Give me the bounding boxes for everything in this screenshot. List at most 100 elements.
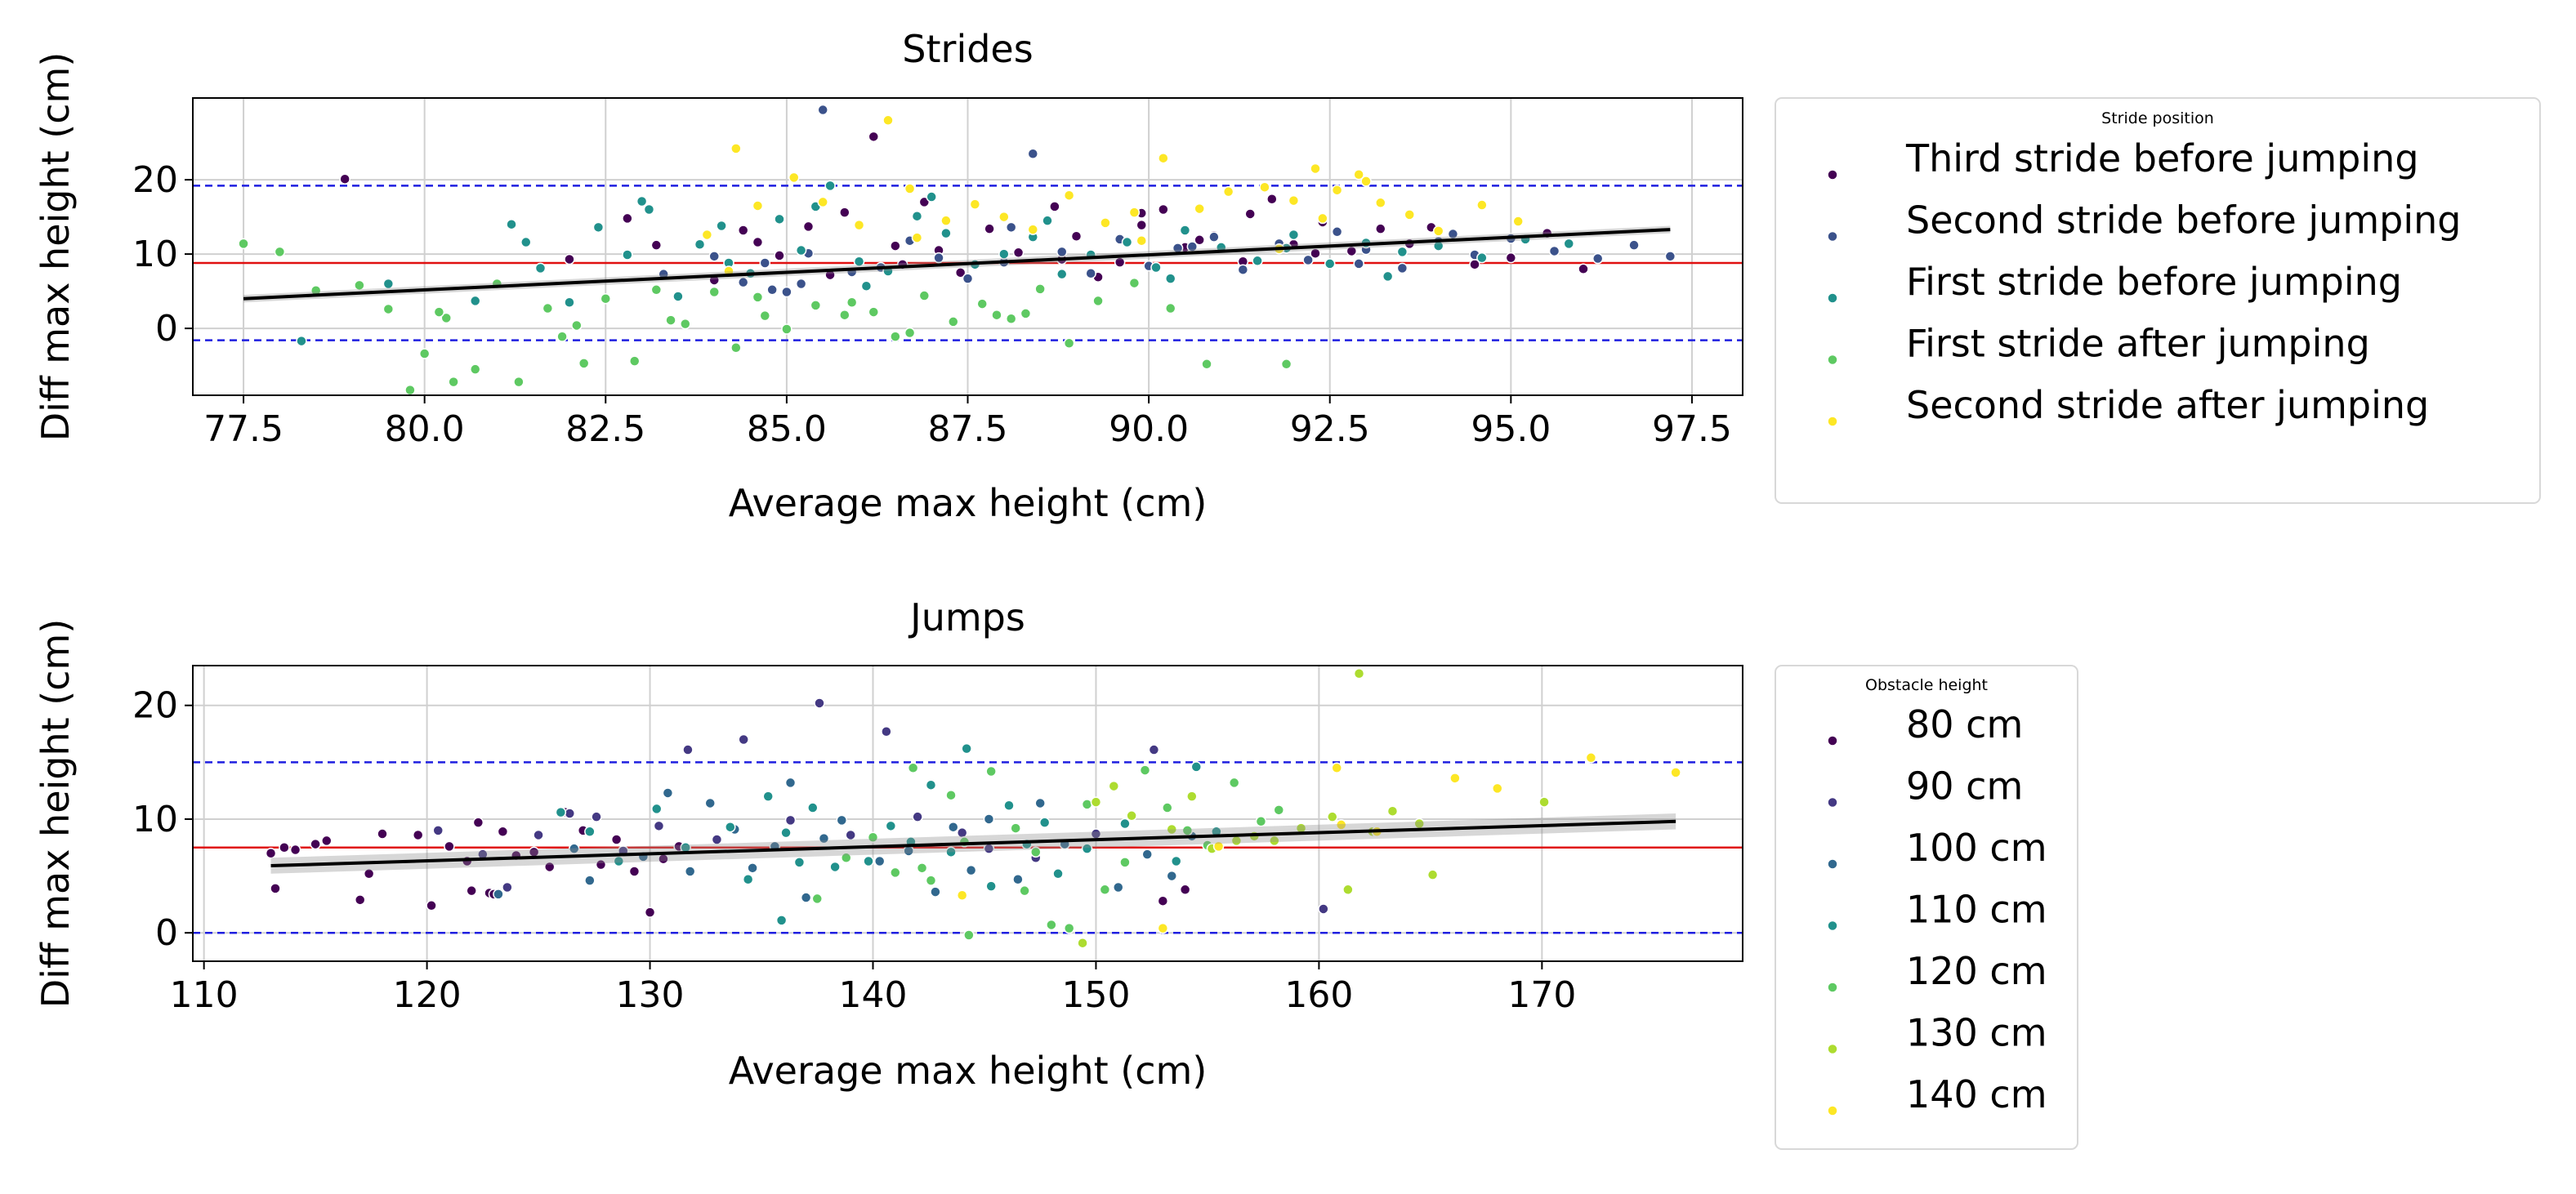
data-point xyxy=(912,811,923,822)
data-point xyxy=(1190,761,1203,773)
data-point xyxy=(1092,295,1104,307)
x-tick-label: 80.0 xyxy=(385,408,465,450)
data-point xyxy=(1505,252,1517,264)
data-point xyxy=(788,172,800,184)
data-point xyxy=(1244,208,1256,220)
data-point xyxy=(918,196,931,208)
series-0 xyxy=(265,806,1191,918)
data-point xyxy=(737,276,749,288)
data-point xyxy=(1194,203,1205,215)
data-point xyxy=(793,857,806,868)
legend: Stride position Third stride before jumpi… xyxy=(1775,97,2541,504)
data-point xyxy=(752,292,764,303)
data-point xyxy=(1628,239,1640,251)
series-3 xyxy=(555,742,1222,926)
data-point xyxy=(682,744,694,755)
y-tick-label: 0 xyxy=(155,912,178,954)
data-point xyxy=(933,252,944,264)
data-point xyxy=(591,811,602,822)
data-point xyxy=(940,215,952,226)
data-point xyxy=(665,314,676,326)
y-tick-label: 20 xyxy=(132,159,178,201)
series-4 xyxy=(701,114,1524,277)
data-point xyxy=(1331,226,1343,238)
legend-label: 140 cm xyxy=(1906,1072,2047,1116)
data-point xyxy=(296,335,307,347)
data-point xyxy=(555,806,567,818)
data-point xyxy=(1375,223,1386,234)
data-point xyxy=(533,829,544,841)
data-point xyxy=(704,797,716,809)
series-1 xyxy=(432,697,1329,915)
data-point xyxy=(1005,313,1017,325)
data-point xyxy=(1538,796,1550,808)
data-point xyxy=(1020,308,1032,319)
data-point xyxy=(1166,823,1177,835)
data-point xyxy=(985,880,997,892)
data-point xyxy=(1121,236,1133,248)
data-point xyxy=(650,803,663,815)
data-point xyxy=(781,286,792,298)
data-point xyxy=(1404,209,1415,221)
regression-line xyxy=(243,228,1671,301)
data-point xyxy=(1353,258,1364,270)
data-point xyxy=(1375,197,1386,209)
data-point xyxy=(622,249,633,261)
data-point xyxy=(1476,199,1488,211)
data-point xyxy=(868,131,880,143)
data-point xyxy=(1164,302,1176,314)
data-point xyxy=(1049,201,1060,212)
data-point xyxy=(377,828,388,840)
data-point xyxy=(1449,773,1461,784)
data-point xyxy=(1317,212,1328,225)
data-point xyxy=(983,813,995,825)
legend-marker xyxy=(1827,354,1838,366)
data-point xyxy=(1327,811,1338,822)
data-point xyxy=(1331,185,1343,196)
data-point xyxy=(1128,277,1141,289)
data-point xyxy=(730,143,742,154)
data-point xyxy=(807,802,819,813)
data-point xyxy=(873,855,886,867)
data-point xyxy=(382,303,395,315)
data-point xyxy=(711,834,723,845)
legend-marker xyxy=(1827,1043,1838,1055)
data-point xyxy=(985,765,997,777)
x-tick-label: 97.5 xyxy=(1652,408,1732,450)
data-point xyxy=(839,309,850,321)
data-point xyxy=(1310,247,1321,259)
data-point xyxy=(1382,270,1394,283)
data-point xyxy=(1034,283,1046,295)
legend-title: Obstacle height xyxy=(1865,676,1988,694)
data-point xyxy=(708,251,720,262)
x-tick-label: 92.5 xyxy=(1290,408,1370,450)
data-point xyxy=(811,893,824,905)
data-point xyxy=(775,915,788,926)
data-point xyxy=(1386,805,1399,817)
data-point xyxy=(867,831,879,843)
data-point xyxy=(1158,203,1169,216)
y-tick-label: 10 xyxy=(132,799,178,840)
data-point xyxy=(1063,922,1075,934)
data-point xyxy=(466,884,477,897)
data-point xyxy=(610,834,623,845)
x-tick-label: 90.0 xyxy=(1109,408,1189,450)
legend-label: Second stride before jumping xyxy=(1906,198,2461,243)
data-point xyxy=(1158,152,1169,164)
y-tick-label: 0 xyxy=(155,308,178,350)
data-point xyxy=(1548,245,1560,257)
data-point xyxy=(1170,855,1182,867)
data-point xyxy=(839,207,850,218)
data-point xyxy=(1027,148,1039,159)
data-point xyxy=(1010,822,1021,834)
y-axis-label: Diff max height (cm) xyxy=(33,52,78,442)
data-point xyxy=(926,191,937,203)
data-point xyxy=(882,114,894,127)
data-point xyxy=(497,826,509,838)
x-tick-label: 140 xyxy=(839,974,908,1016)
data-point xyxy=(432,825,444,836)
data-point xyxy=(969,198,981,210)
data-point xyxy=(1081,799,1093,810)
data-point xyxy=(1179,225,1191,236)
data-point xyxy=(930,886,941,898)
